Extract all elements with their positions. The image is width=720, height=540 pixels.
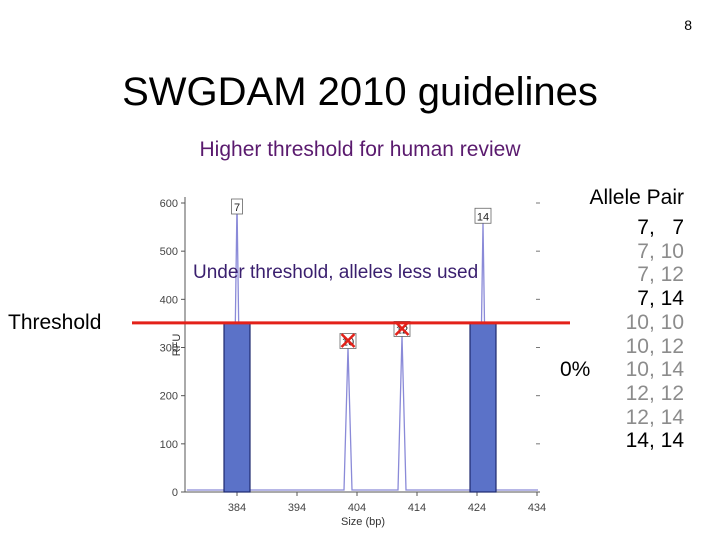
- peaks: [187, 202, 538, 491]
- allele-pair-item: 12, 12: [625, 381, 684, 405]
- allele-pair-item: 10, 12: [625, 334, 684, 358]
- x-tick-label: 404: [348, 502, 366, 514]
- x-tick-label: 424: [468, 502, 486, 514]
- y-axis: 0 100 200 300 400 500 600: [160, 197, 540, 499]
- allele-pair-item: 7, 14: [637, 287, 684, 311]
- chart-panel: [130, 185, 570, 535]
- page-number: 8: [684, 17, 692, 33]
- electropherogram-chart: 0 100 200 300 400 500 600 384 394 404 414 424 434 7…: [130, 185, 570, 535]
- slide-subtitle: Higher threshold for human review: [199, 138, 521, 161]
- threshold-annotation: Under threshold, alleles less used: [193, 262, 479, 283]
- y-tick-label: 100: [160, 439, 178, 451]
- allele-label: 10: [342, 337, 354, 349]
- allele-pair-item: 14, 14: [625, 429, 684, 453]
- allele-labels: 7 10 12 14: [231, 198, 492, 349]
- y-tick-label: 600: [160, 198, 178, 210]
- allele-label-box: [474, 207, 492, 224]
- slide-title: SWGDAM 2010 guidelines: [122, 70, 598, 114]
- y-axis-title: RFU: [171, 334, 183, 357]
- allele-pair-item: 7, 7: [637, 216, 684, 239]
- allele-label: 12: [396, 324, 408, 336]
- threshold-bar: [469, 322, 497, 493]
- threshold-bars: [223, 322, 497, 493]
- threshold-bar: [223, 322, 251, 493]
- x-axis-title: Size (bp): [341, 516, 385, 528]
- y-tick-label: 300: [160, 343, 178, 355]
- y-tick-label: 200: [160, 391, 178, 403]
- allele-pair-header: Allele Pair: [589, 186, 684, 209]
- threshold-label: Threshold: [8, 311, 102, 334]
- x-tick-label: 384: [228, 502, 246, 514]
- y-tick-label: 400: [160, 294, 178, 306]
- allele-pair-item: 10, 10: [625, 310, 684, 334]
- allele-label: 14: [477, 211, 489, 223]
- x-tick-label: 414: [408, 502, 426, 514]
- x-tick-label: 394: [288, 502, 306, 514]
- allele-pair-item: 10, 14: [625, 358, 684, 382]
- x-tick-label: 434: [528, 502, 546, 514]
- allele-pair-item: 7, 10: [637, 239, 684, 263]
- allele-pair-item: 7, 12: [637, 263, 684, 287]
- electropherogram-trace: [187, 202, 538, 491]
- allele-label: 7: [234, 202, 240, 214]
- y-tick-label: 0: [172, 487, 178, 499]
- percent-label: 0%: [560, 358, 591, 381]
- allele-pair-item: 12, 14: [625, 405, 684, 429]
- rejected-cross: [340, 333, 356, 348]
- y-tick-label: 500: [160, 246, 178, 258]
- allele-label-box: [231, 198, 243, 215]
